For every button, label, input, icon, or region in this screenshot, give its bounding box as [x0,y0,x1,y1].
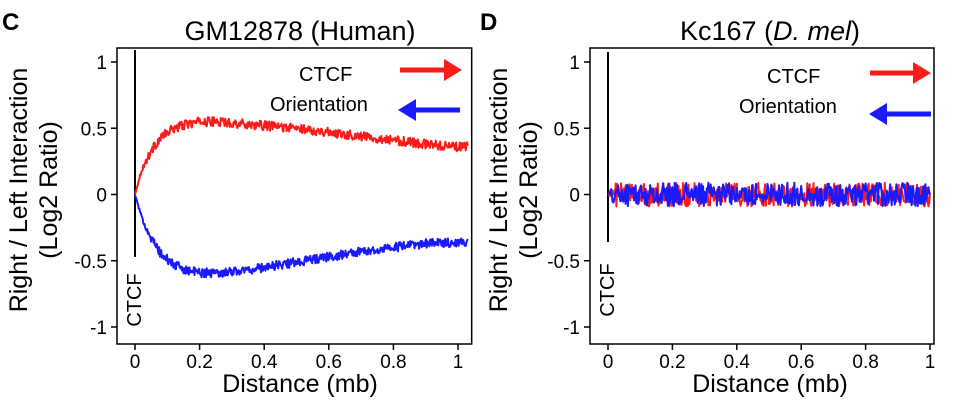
panel-c-ytick-label: -1 [90,318,107,339]
panel-c-series-2-line [134,194,469,279]
panel-c-xtick-label: 0.6 [316,352,342,373]
panel-c-series-1-line [134,116,469,195]
panel-c-legend-label-1: CTCF [299,64,352,86]
panel-d-legend-arrow-2 [869,103,931,125]
panel-d-ylabel-line2: (Log2 Ratio) [515,121,543,259]
panel-d-legend-label-1: CTCF [767,66,820,88]
panel-d-plot: 1 0.5 0 -0.5 -1 0 0.2 0.4 0.6 0.8 1 CTCF [547,47,936,373]
panel-d-xtick-label: 0.4 [724,352,751,373]
panel-d-ytick-label: -1 [563,318,580,339]
panel-c-axes-frame [116,47,473,345]
panel-c-plot: 1 0.5 0 -0.5 -1 0 0.2 0.4 0.6 0.8 1 CTCF [74,47,473,373]
panel-d-xtick-label: 0.6 [788,352,814,373]
panel-c-xtick-label: 0 [130,352,141,373]
panel-d: D Kc167 (D. mel) Right / Left Interactio… [480,9,935,398]
panel-d-legend-arrow-1 [870,62,931,84]
panel-c-xtick-label: 0.2 [186,352,212,373]
panel-c: C GM12878 (Human) Right / Left Interacti… [2,9,473,398]
panel-c-xtick-label: 0.8 [380,352,406,373]
panel-d-ytick-label: 1 [569,53,580,74]
panel-d-axes-frame [589,47,935,345]
panel-c-ctcf-label: CTCF [124,273,146,326]
panel-d-series-2-line [607,181,931,208]
panel-c-xlabel: Distance (mb) [222,370,378,398]
panel-d-xtick-label: 1 [925,352,936,373]
panel-c-ytick-label: 1 [96,53,107,74]
panel-d-ctcf-label: CTCF [597,263,619,316]
panel-c-legend: CTCF Orientation [270,64,368,116]
panel-c-xtick-label: 1 [453,352,464,373]
panel-d-letter: D [480,9,497,36]
panel-c-legend-arrow-2 [398,99,460,121]
panel-d-xlabel: Distance (mb) [692,370,848,398]
panel-d-xtick-label: 0.8 [852,352,878,373]
panel-c-ylabel-line2: (Log2 Ratio) [35,121,63,259]
panel-d-ytick-label: 0.5 [554,119,580,140]
panel-c-ytick-label: 0.5 [81,119,107,140]
panel-c-legend-arrow-1 [400,59,462,81]
panel-d-title-start: Kc167 ( [680,16,773,46]
panel-d-xtick-label: 0.2 [659,352,685,373]
panel-d-title-end: ) [851,16,860,46]
panel-d-ylabel-line1: Right / Left Interaction [485,68,513,313]
panel-d-xtick-label: 0 [603,352,614,373]
panel-d-title-italic: D. mel [773,16,852,46]
panel-c-title: GM12878 (Human) [184,16,415,46]
panel-d-legend-label-2: Orientation [739,96,837,118]
panel-c-ytick-label: -0.5 [74,252,107,273]
panel-c-ylabel-line1: Right / Left Interaction [5,68,33,313]
panel-c-ytick-label: 0 [96,186,107,207]
panel-d-legend: CTCF Orientation [739,66,837,118]
panel-c-legend-label-2: Orientation [270,94,368,116]
panel-d-ytick-label: 0 [569,186,580,207]
panel-c-letter: C [2,9,19,36]
panel-c-xtick-label: 0.4 [251,352,278,373]
panel-d-ytick-label: -0.5 [547,252,580,273]
panel-d-title: Kc167 (D. mel) [680,16,860,46]
